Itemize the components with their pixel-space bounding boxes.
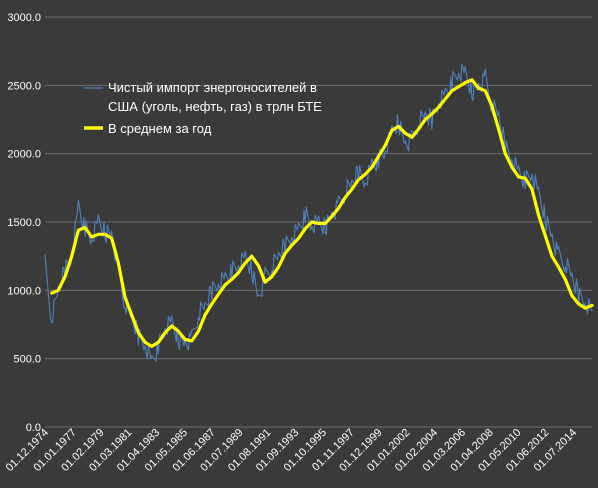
series-line-annual-average: [50, 78, 594, 348]
y-tick-label: 2500.0: [7, 80, 41, 92]
series-lines: [44, 63, 594, 362]
y-tick-label: 500.0: [13, 354, 41, 366]
x-axis-ticks: 01.12.197401.01.197701.02.197901.03.1981…: [4, 427, 580, 474]
y-tick-label: 1000.0: [7, 285, 41, 297]
y-tick-label: 1500.0: [7, 217, 41, 229]
grid-lines: [45, 16, 592, 428]
legend-label-average: В среднем за год: [108, 121, 212, 136]
legend-label-monthly-line1: Чистый импорт энергоносителей в: [108, 80, 317, 95]
y-axis-ticks: 0.0 500.0 1000.0 1500.0 2000.0 2500.0 3000.0: [7, 12, 41, 434]
series-line-monthly-imports: [44, 63, 593, 362]
y-tick-label: 2000.0: [7, 149, 41, 161]
y-tick-label: 3000.0: [7, 12, 41, 24]
legend-label-monthly-line2: США (уголь, нефть, газ) в трлн БТЕ: [108, 99, 322, 114]
legend: Чистый импорт энергоносителей в США (уго…: [84, 80, 322, 136]
y-tick-label: 0.0: [26, 422, 41, 434]
